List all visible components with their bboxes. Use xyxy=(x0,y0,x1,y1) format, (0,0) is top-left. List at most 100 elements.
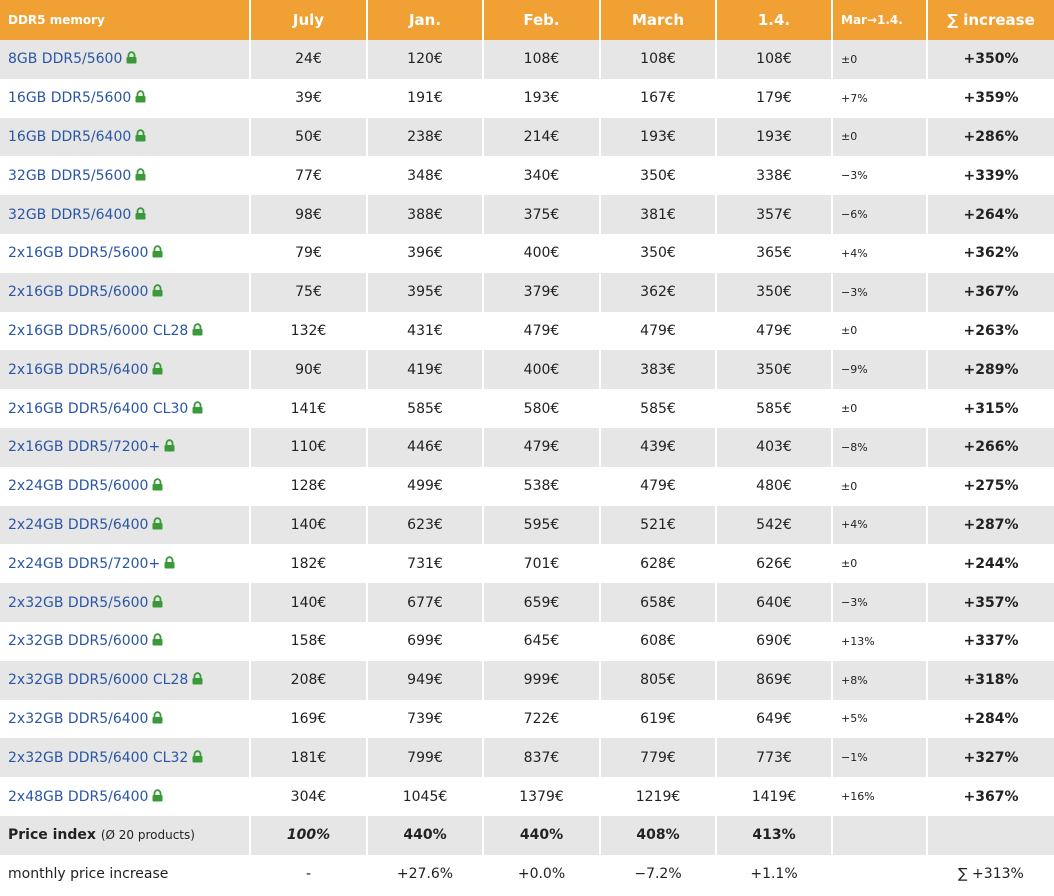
price-cell: ±0 xyxy=(831,40,927,79)
product-cell[interactable]: 2x24GB DDR5/6000 xyxy=(0,467,250,506)
product-link[interactable]: 2x32GB DDR5/6400 CL32 xyxy=(8,749,189,766)
product-row: 2x24GB DDR5/7200+ 182€ 731€ 701€ 628€ 626€ ±0 +… xyxy=(0,544,1054,584)
cell-text: 645€ xyxy=(523,633,560,650)
price-cell: 108€ xyxy=(482,40,600,79)
product-cell[interactable]: 2x16GB DDR5/6400 xyxy=(0,350,250,389)
price-cell: +266% xyxy=(926,427,1054,467)
product-link[interactable]: 8GB DDR5/5600 xyxy=(8,51,123,68)
cell-text: 140€ xyxy=(290,516,327,533)
product-link[interactable]: 2x48GB DDR5/6400 xyxy=(8,788,149,805)
cell-text: +337% xyxy=(963,633,1019,650)
price-cell: 357€ xyxy=(715,195,832,234)
product-cell[interactable]: 32GB DDR5/5600 xyxy=(0,156,250,195)
lock-icon xyxy=(152,284,163,297)
cell-text: 623€ xyxy=(407,516,443,533)
cell-text: 388€ xyxy=(407,206,443,223)
product-link[interactable]: 32GB DDR5/6400 xyxy=(8,206,132,223)
price-cell: 690€ xyxy=(715,621,832,661)
cell-text: 193€ xyxy=(523,90,560,107)
product-link[interactable]: 2x32GB DDR5/6000 xyxy=(8,633,149,650)
price-cell: 659€ xyxy=(482,583,600,622)
price-cell: 499€ xyxy=(366,466,483,506)
cell-text: +339% xyxy=(963,167,1019,184)
empty-cell xyxy=(831,854,927,894)
price-cell: 773€ xyxy=(715,738,832,778)
product-cell[interactable]: 2x24GB DDR5/7200+ xyxy=(0,544,250,583)
product-cell[interactable]: 2x16GB DDR5/6000 CL28 xyxy=(0,312,250,351)
cell-text: 585€ xyxy=(640,400,676,417)
cell-text: 413% xyxy=(752,827,796,844)
product-link[interactable]: 16GB DDR5/6400 xyxy=(8,128,132,145)
product-cell[interactable]: 2x16GB DDR5/7200+ xyxy=(0,428,250,467)
product-link[interactable]: 2x16GB DDR5/6400 xyxy=(8,361,149,378)
product-link[interactable]: 2x32GB DDR5/5600 xyxy=(8,594,149,611)
column-header: Feb. xyxy=(482,0,600,40)
price-cell: −3% xyxy=(831,272,927,312)
cell-text: 479€ xyxy=(756,322,792,339)
cell-text: 403€ xyxy=(756,439,792,456)
cell-text: 446€ xyxy=(407,439,443,456)
product-cell[interactable]: 2x32GB DDR5/6400 xyxy=(0,700,250,739)
product-link[interactable]: 2x24GB DDR5/7200+ xyxy=(8,555,161,572)
cell-text: 108€ xyxy=(640,51,676,68)
price-cell: 1419€ xyxy=(715,777,832,816)
price-cell: 479€ xyxy=(482,427,600,467)
cell-text: ∑ +313% xyxy=(958,866,1024,883)
price-cell: 338€ xyxy=(715,156,832,196)
price-cell: −1% xyxy=(831,738,927,778)
product-cell[interactable]: 2x32GB DDR5/6000 CL28 xyxy=(0,661,250,700)
cell-text: 193€ xyxy=(640,128,676,145)
label-cell: monthly price increase xyxy=(0,855,250,894)
product-row: 2x16GB DDR5/6000 75€ 395€ 379€ 362€ 350€ −3% +3… xyxy=(0,272,1054,312)
price-cell: 348€ xyxy=(366,156,483,196)
product-cell[interactable]: 2x16GB DDR5/6000 xyxy=(0,273,250,312)
cell-text: ±0 xyxy=(841,402,858,416)
product-cell[interactable]: 2x32GB DDR5/6000 xyxy=(0,622,250,661)
product-cell[interactable]: 2x24GB DDR5/6400 xyxy=(0,506,250,545)
product-cell[interactable]: 2x16GB DDR5/6400 CL30 xyxy=(0,389,250,428)
product-link[interactable]: 2x16GB DDR5/6000 CL28 xyxy=(8,322,189,339)
cell-text: 128€ xyxy=(290,478,327,495)
cell-text: 340€ xyxy=(523,167,560,184)
product-link[interactable]: 2x24GB DDR5/6400 xyxy=(8,516,149,533)
price-cell: 585€ xyxy=(599,389,716,428)
product-cell[interactable]: 2x16GB DDR5/5600 xyxy=(0,234,250,273)
cell-text: +315% xyxy=(963,400,1019,417)
cell-text: 39€ xyxy=(295,90,322,107)
product-link[interactable]: 32GB DDR5/5600 xyxy=(8,167,132,184)
cell-text: 722€ xyxy=(523,710,560,727)
product-cell[interactable]: 8GB DDR5/5600 xyxy=(0,40,250,79)
product-link[interactable]: 2x16GB DDR5/6400 CL30 xyxy=(8,400,189,417)
product-cell[interactable]: 16GB DDR5/5600 xyxy=(0,79,250,118)
cell-text: 480€ xyxy=(756,478,792,495)
product-link[interactable]: 2x24GB DDR5/6000 xyxy=(8,478,149,495)
product-link[interactable]: 2x16GB DDR5/7200+ xyxy=(8,439,161,456)
cell-text: 440% xyxy=(519,827,564,844)
monthly-cell: - xyxy=(249,854,367,894)
product-link[interactable]: 2x16GB DDR5/6000 xyxy=(8,284,149,301)
product-link[interactable]: 2x32GB DDR5/6400 xyxy=(8,710,149,727)
product-link[interactable]: 16GB DDR5/5600 xyxy=(8,90,132,107)
price-cell: 626€ xyxy=(715,544,832,584)
cell-text: 400€ xyxy=(523,361,560,378)
cell-text: 499€ xyxy=(407,478,443,495)
product-cell[interactable]: 2x48GB DDR5/6400 xyxy=(0,777,250,816)
cell-text: 182€ xyxy=(290,555,327,572)
cell-text: 699€ xyxy=(407,633,443,650)
product-cell[interactable]: 2x32GB DDR5/5600 xyxy=(0,583,250,622)
price-cell: 181€ xyxy=(249,738,367,778)
cell-text: 338€ xyxy=(756,167,792,184)
price-cell: ±0 xyxy=(831,117,927,157)
product-link[interactable]: 2x32GB DDR5/6000 CL28 xyxy=(8,672,189,689)
cell-text: 90€ xyxy=(295,361,322,378)
monthly-cell: +0.0% xyxy=(482,854,600,894)
cell-text: 79€ xyxy=(295,245,322,262)
product-link[interactable]: 2x16GB DDR5/5600 xyxy=(8,245,149,262)
cell-text: 350€ xyxy=(756,284,792,301)
cell-text: −3% xyxy=(841,285,868,299)
cell-text: 140€ xyxy=(290,594,327,611)
product-cell[interactable]: 2x32GB DDR5/6400 CL32 xyxy=(0,738,250,777)
product-cell[interactable]: 16GB DDR5/6400 xyxy=(0,118,250,157)
product-cell[interactable]: 32GB DDR5/6400 xyxy=(0,195,250,234)
